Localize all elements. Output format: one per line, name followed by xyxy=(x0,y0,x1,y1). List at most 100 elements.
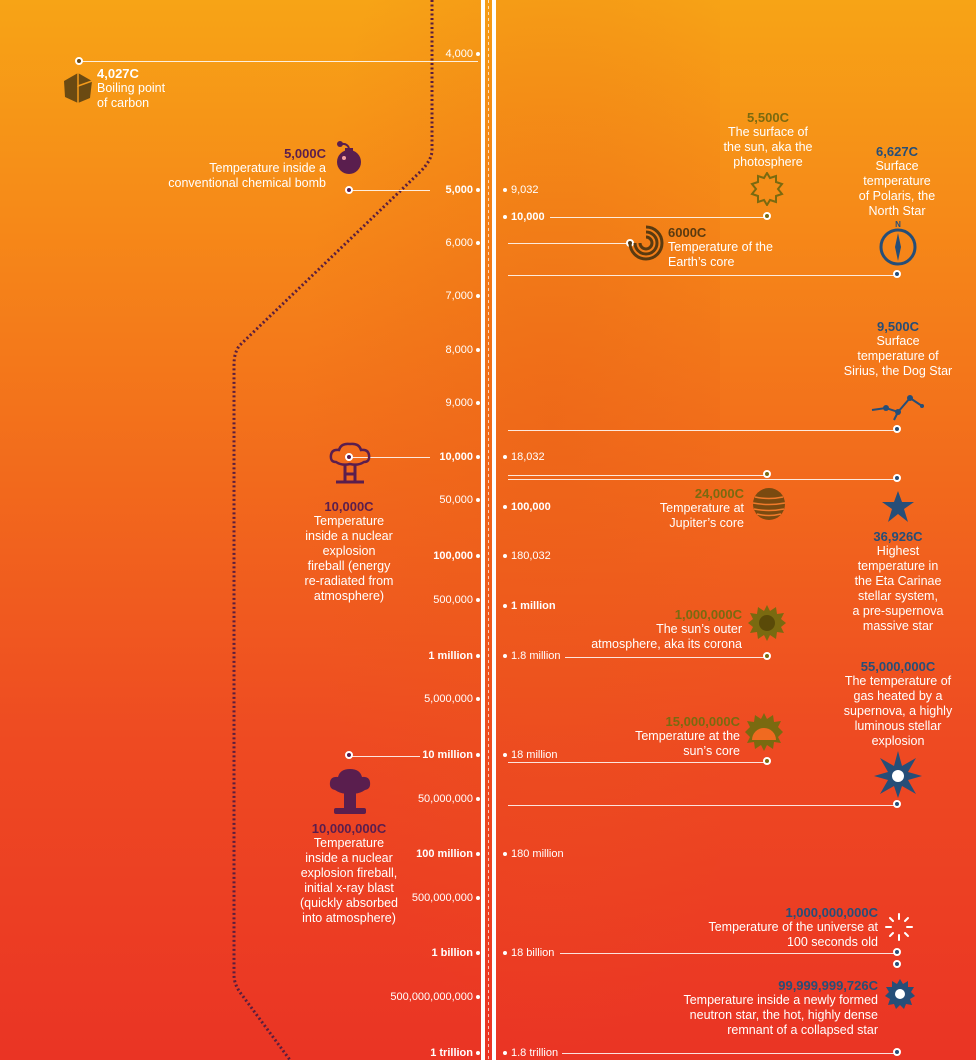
tick-right-6: 1.8 million xyxy=(511,650,561,662)
tick-left-9: 500,000 xyxy=(433,594,473,606)
annotation-carbon: 4,027C Boiling point of carbon xyxy=(97,66,165,111)
corona-icon xyxy=(748,605,786,641)
value-xray: 10,000,000C xyxy=(311,821,387,836)
annotation-neutron: 99,999,999,726C Temperature inside a new… xyxy=(683,978,878,1038)
connector-supernova xyxy=(508,805,898,806)
marker-jupiter xyxy=(763,470,771,478)
desc-neutron-1: neutron star, the hot, highly dense xyxy=(689,1008,878,1022)
connector-eta-carinae xyxy=(508,479,898,480)
desc-supernova-1: gas heated by a xyxy=(853,689,943,703)
desc-earth-core-1: Earth’s core xyxy=(668,255,735,269)
marker-bomb xyxy=(345,186,353,194)
desc-sirius-2: Sirius, the Dog Star xyxy=(843,364,953,378)
marker-universe xyxy=(893,948,901,956)
desc-bomb-0: Temperature inside a xyxy=(209,161,326,175)
annotation-sun-core: 15,000,000C Temperature at the sun’s cor… xyxy=(635,714,740,759)
desc-eta-carinae-2: the Eta Carinae xyxy=(854,574,942,588)
tick-right-8: 180 million xyxy=(511,848,564,860)
annotation-polaris: 6,627C Surface temperature of Polaris, t… xyxy=(842,144,952,219)
tick-left-5: 9,000 xyxy=(445,397,473,409)
desc-sun-core-0: Temperature at the xyxy=(635,729,740,743)
value-bomb: 5,000C xyxy=(284,146,326,161)
annotation-sun-surface: 5,500C The surface of the sun, aka the p… xyxy=(708,110,828,170)
sun-icon xyxy=(750,172,784,206)
annotation-sirius: 9,500C Surface temperature of Sirius, th… xyxy=(834,319,962,379)
desc-supernova-2: supernova, a highly xyxy=(843,704,953,718)
desc-jupiter-0: Temperature at xyxy=(659,501,744,515)
value-sirius: 9,500C xyxy=(877,319,919,334)
tick-right-7: 18 million xyxy=(511,749,558,761)
tick-left-10: 1 million xyxy=(428,650,473,662)
tick-left-13: 50,000,000 xyxy=(417,793,473,805)
star-icon xyxy=(882,491,914,522)
desc-xray-5: into atmosphere) xyxy=(302,911,396,925)
tick-right-0: 9,032 xyxy=(511,184,539,196)
value-corona: 1,000,000C xyxy=(674,607,742,622)
desc-eta-carinae-1: temperature in xyxy=(857,559,939,573)
annotation-nuke-fireball: 10,000C Temperature inside a nuclear exp… xyxy=(290,499,408,604)
value-sun-core: 15,000,000C xyxy=(665,714,740,729)
universe-icon xyxy=(885,913,913,941)
tick-left-4: 8,000 xyxy=(445,344,473,356)
tick-left-16: 1 billion xyxy=(431,947,473,959)
marker-nuke-fireball xyxy=(345,453,353,461)
annotation-earth-core: 6000C Temperature of the Earth’s core xyxy=(668,225,773,270)
connector-jupiter xyxy=(508,475,768,476)
tick-right-4: 180,032 xyxy=(511,550,551,562)
desc-polaris-3: North Star xyxy=(868,204,926,218)
compass-icon: N xyxy=(879,220,917,266)
desc-sun-surface-0: The surface of xyxy=(728,125,808,139)
connector-polaris xyxy=(508,275,898,276)
bomb-icon xyxy=(337,141,361,174)
desc-universe-1: 100 seconds old xyxy=(786,935,878,949)
annotation-corona: 1,000,000C The sun’s outer atmosphere, a… xyxy=(591,607,742,652)
value-neutron: 99,999,999,726C xyxy=(778,978,878,993)
constellation-icon xyxy=(871,395,924,421)
tick-left-18: 1 trillion xyxy=(430,1047,473,1059)
desc-polaris-2: of Polaris, the xyxy=(858,189,936,203)
tick-left-7: 50,000 xyxy=(439,494,473,506)
marker-sirius xyxy=(893,425,901,433)
marker-eta-carinae xyxy=(893,474,901,482)
carbon-crystal-icon xyxy=(64,73,93,103)
axis-line-left xyxy=(481,0,485,1060)
supernova-icon xyxy=(874,751,922,798)
connector-nuke-fireball xyxy=(350,457,430,458)
desc-sirius-0: Surface xyxy=(876,334,920,348)
marker-polaris xyxy=(893,270,901,278)
tick-right-2: 18,032 xyxy=(511,451,545,463)
connector-xray xyxy=(350,756,420,757)
desc-neutron-2: remnant of a collapsed star xyxy=(727,1023,878,1037)
connector-earth-core xyxy=(508,243,630,244)
desc-corona-0: The sun’s outer xyxy=(656,622,742,636)
value-supernova: 55,000,000C xyxy=(860,659,936,674)
connector-sun-core xyxy=(508,762,768,763)
desc-xray-1: inside a nuclear xyxy=(305,851,393,865)
tick-left-8: 100,000 xyxy=(433,550,473,562)
marker-corona xyxy=(763,652,771,660)
desc-nuke-fireball-3: fireball (energy xyxy=(307,559,391,573)
desc-earth-core-0: Temperature of the xyxy=(668,240,773,254)
axis-line-right xyxy=(492,0,496,1060)
value-sun-surface: 5,500C xyxy=(747,110,789,125)
marker-neutron xyxy=(893,1048,901,1056)
tick-left-14: 100 million xyxy=(416,848,473,860)
tick-left-2: 6,000 xyxy=(445,237,473,249)
desc-nuke-fireball-5: atmosphere) xyxy=(313,589,385,603)
tick-left-1: 5,000 xyxy=(445,184,473,196)
value-jupiter: 24,000C xyxy=(694,486,744,501)
desc-xray-4: (quickly absorbed xyxy=(300,896,398,910)
desc-nuke-fireball-1: inside a nuclear xyxy=(305,529,393,543)
annotation-bomb: 5,000C Temperature inside a conventional… xyxy=(168,146,326,191)
marker-sun-core xyxy=(763,757,771,765)
jupiter-icon xyxy=(752,488,786,520)
explosion-cloud-icon xyxy=(329,769,371,814)
sun-core-icon xyxy=(745,713,783,751)
desc-nuke-fireball-4: re-radiated from xyxy=(304,574,394,588)
desc-neutron-0: Temperature inside a newly formed xyxy=(683,993,878,1007)
connector-carbon xyxy=(80,61,478,62)
desc-polaris-1: temperature xyxy=(863,174,931,188)
earth-core-icon xyxy=(628,225,664,261)
tick-right-5: 1 million xyxy=(511,600,556,612)
